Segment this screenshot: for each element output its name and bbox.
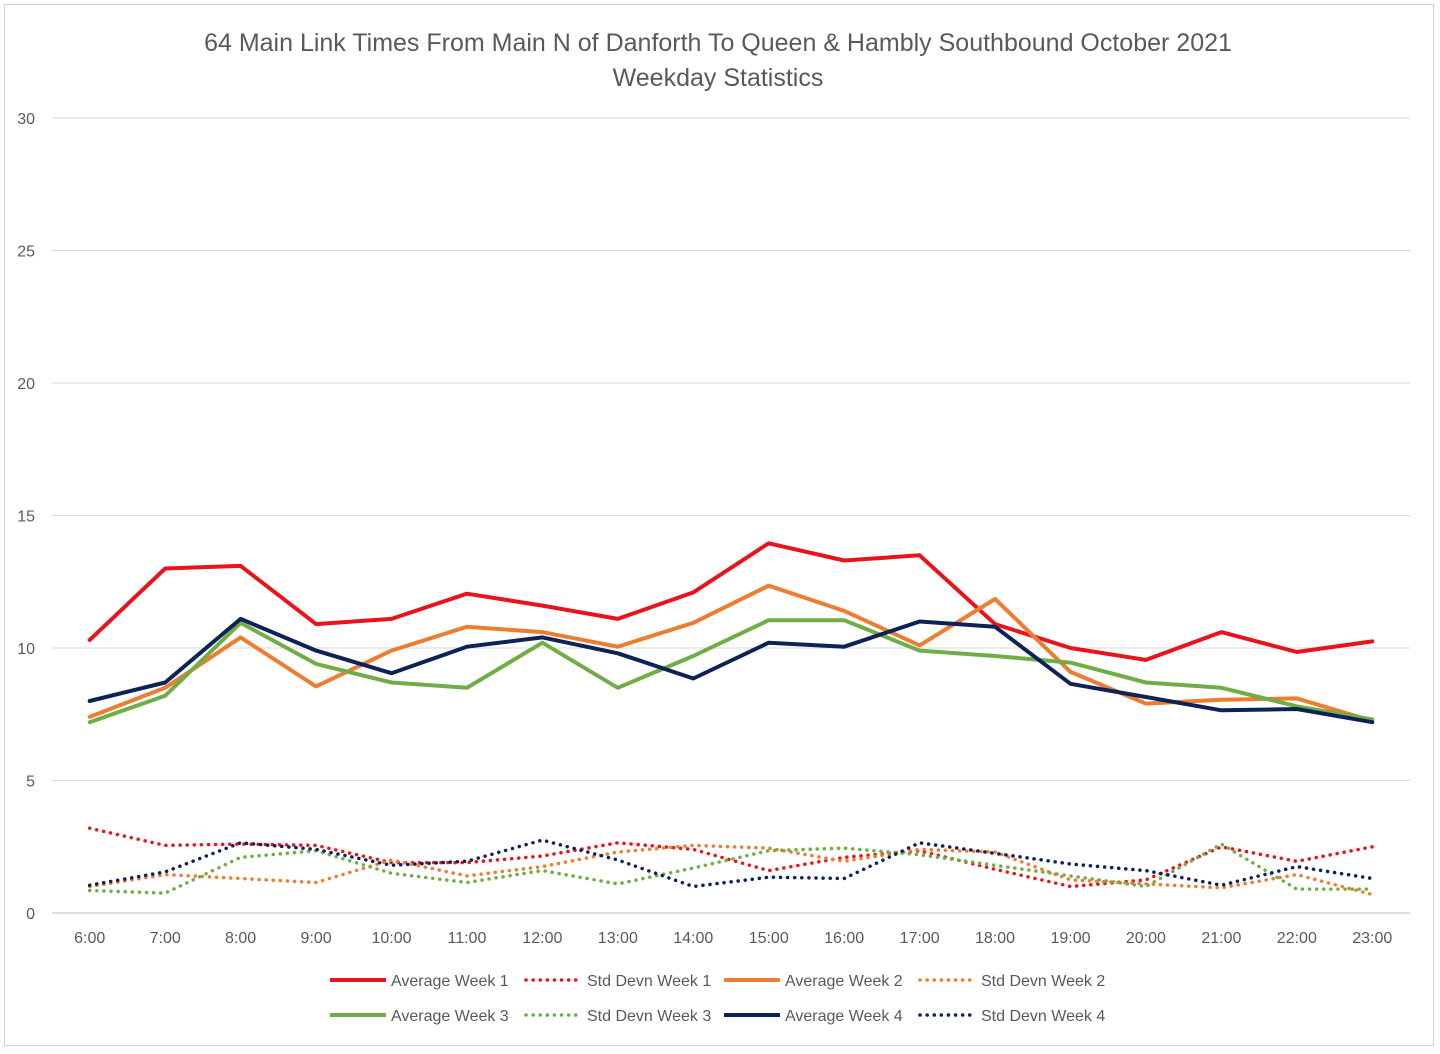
- legend-label-std-devn-week-1: Std Devn Week 1: [587, 973, 711, 990]
- legend-label-average-week-3: Average Week 3: [391, 1008, 509, 1025]
- y-tick-label: 20: [17, 376, 35, 393]
- x-tick-label: 12:00: [522, 930, 562, 947]
- x-tick-label: 20:00: [1126, 930, 1166, 947]
- legend-label-std-devn-week-4: Std Devn Week 4: [981, 1008, 1105, 1025]
- series-line-average-week-2: [87, 583, 1375, 723]
- legend-label-average-week-1: Average Week 1: [391, 973, 509, 990]
- y-tick-label: 15: [17, 509, 35, 526]
- series-line-average-week-1: [87, 541, 1375, 662]
- x-tick-label: 17:00: [900, 930, 940, 947]
- x-tick-label: 10:00: [371, 930, 411, 947]
- legend-label-average-week-4: Average Week 4: [785, 1008, 903, 1025]
- x-tick-label: 21:00: [1201, 930, 1241, 947]
- chart-title-block: 64 Main Link Times From Main N of Danfor…: [0, 26, 1436, 96]
- y-tick-label: 30: [17, 111, 35, 128]
- y-tick-label: 5: [26, 774, 35, 791]
- x-tick-label: 9:00: [300, 930, 331, 947]
- y-tick-label: 0: [26, 906, 35, 923]
- series-line-std-devn-week-1: [87, 826, 1375, 889]
- x-axis-ticks: 6:00 7:00 8:00 9:00 10:00 11:00 12:00 13:00 14:0…: [74, 930, 1392, 947]
- y-tick-label: 10: [17, 641, 35, 658]
- series-line-average-week-4: [87, 616, 1375, 725]
- y-tick-label: 25: [17, 244, 35, 261]
- x-tick-label: 15:00: [749, 930, 789, 947]
- y-axis-ticks: 0 5 10 15 20 25 30: [17, 111, 35, 923]
- series-line-std-devn-week-4: [87, 838, 1375, 889]
- x-tick-label: 6:00: [74, 930, 105, 947]
- x-tick-label: 23:00: [1352, 930, 1392, 947]
- x-tick-label: 7:00: [150, 930, 181, 947]
- series-line-std-devn-week-2: [87, 843, 1375, 897]
- x-tick-label: 16:00: [824, 930, 864, 947]
- x-tick-label: 18:00: [975, 930, 1015, 947]
- series-lines: [87, 541, 1375, 897]
- x-tick-label: 19:00: [1050, 930, 1090, 947]
- x-tick-label: 8:00: [225, 930, 256, 947]
- chart-title: 64 Main Link Times From Main N of Danfor…: [204, 29, 1232, 57]
- chart-frame: [4, 4, 1434, 1046]
- x-tick-label: 14:00: [673, 930, 713, 947]
- chart-subtitle: Weekday Statistics: [612, 64, 824, 92]
- legend: Average Week 1 Std Devn Week 1 Average Wee…: [330, 973, 1105, 1025]
- x-tick-label: 11:00: [448, 930, 487, 947]
- legend-label-average-week-2: Average Week 2: [785, 973, 903, 990]
- gridlines: [52, 117, 1410, 914]
- x-tick-label: 13:00: [598, 930, 638, 947]
- legend-label-std-devn-week-3: Std Devn Week 3: [587, 1008, 711, 1025]
- x-tick-label: 22:00: [1277, 930, 1317, 947]
- legend-label-std-devn-week-2: Std Devn Week 2: [981, 973, 1105, 990]
- series-line-average-week-3: [87, 618, 1375, 725]
